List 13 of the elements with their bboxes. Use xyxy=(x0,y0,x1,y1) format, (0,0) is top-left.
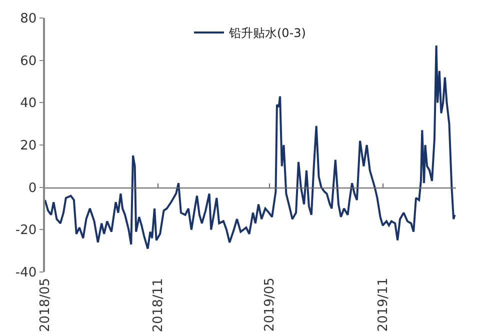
y-tick-label: -40 xyxy=(15,266,37,281)
y-tick-label: -20 xyxy=(15,223,37,238)
line-series xyxy=(45,44,456,250)
x-tick-label: 2018/11 xyxy=(151,278,166,332)
y-tick-label: 80 xyxy=(20,12,37,27)
x-tick-label: 2018/05 xyxy=(38,278,53,332)
y-tick-label: 20 xyxy=(20,138,37,154)
y-tick-label: 60 xyxy=(20,54,37,69)
y-tick-label: 0 xyxy=(28,180,37,196)
x-tick-label: 2019/11 xyxy=(376,278,391,332)
legend-label: 铅升贴水(0-3) xyxy=(228,26,306,40)
x-tick-label: 2019/05 xyxy=(262,278,278,332)
y-tick-label: 40 xyxy=(20,96,37,112)
